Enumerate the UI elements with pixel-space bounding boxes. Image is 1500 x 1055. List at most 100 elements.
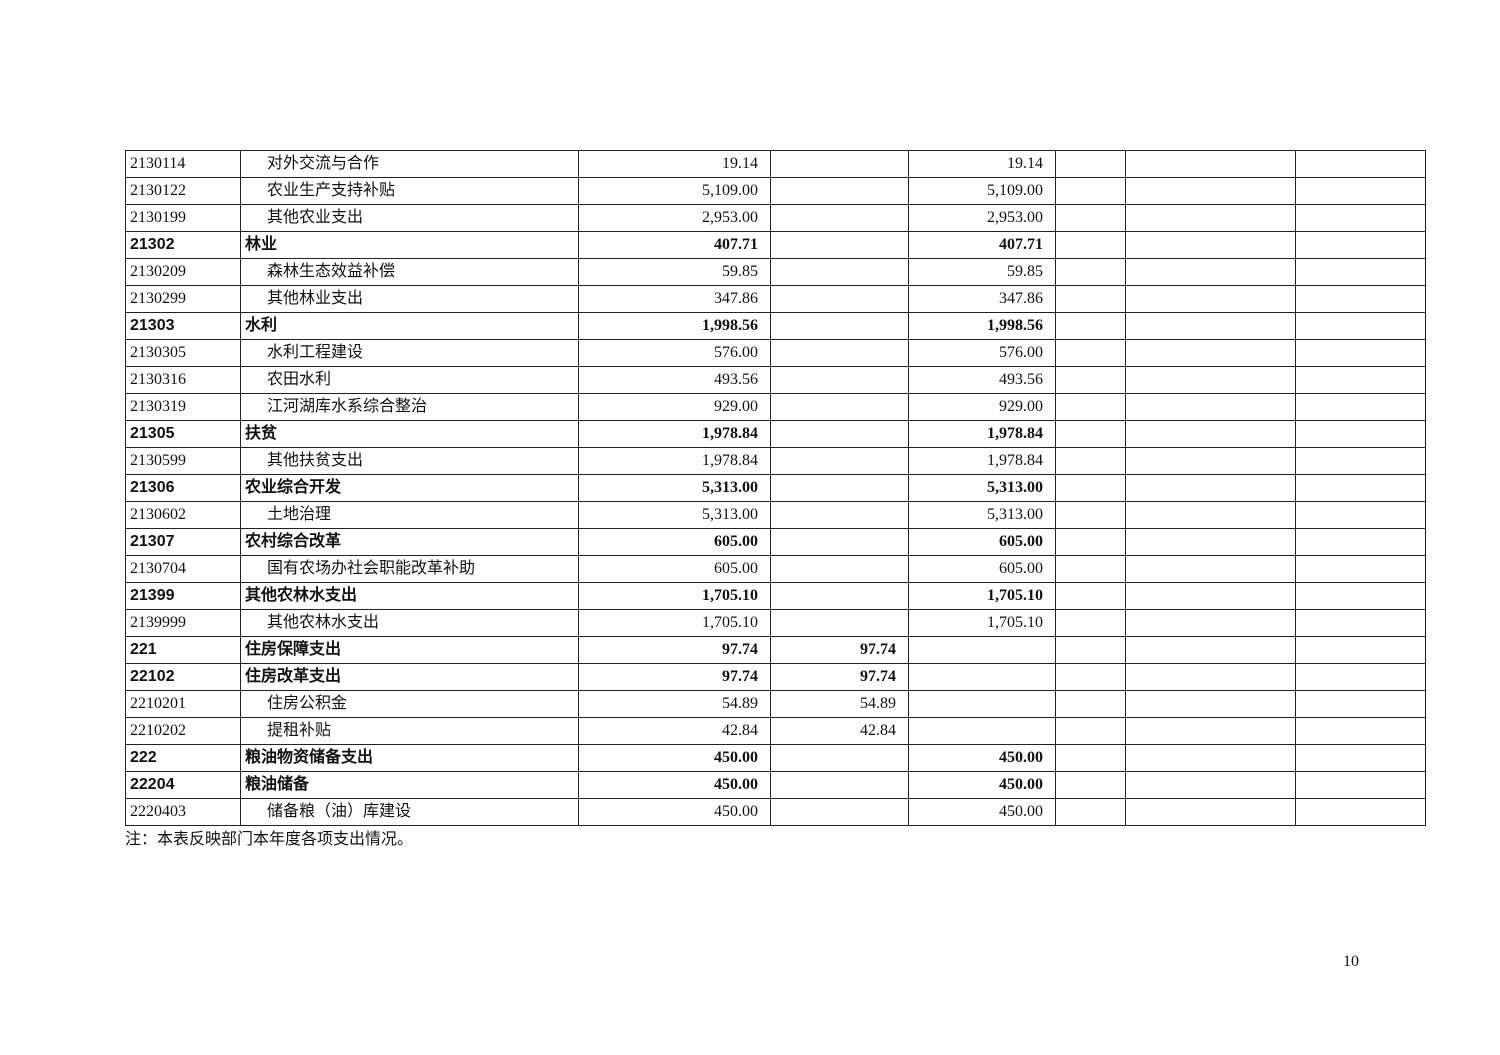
cell-empty [1295, 636, 1426, 664]
code-text: 2130319 [130, 398, 186, 415]
name-text: 扶贫 [245, 425, 278, 442]
cell-name: 水利工程建设 [240, 339, 579, 367]
cell-empty [1125, 150, 1296, 178]
cell-code: 21303 [125, 312, 241, 340]
cell-project: 929.00 [908, 393, 1056, 421]
total-text: 97.74 [722, 668, 758, 685]
cell-total: 97.74 [578, 636, 771, 664]
cell-project: 1,978.84 [908, 420, 1056, 448]
cell-code: 2130199 [125, 204, 241, 232]
cell-total: 493.56 [578, 366, 771, 394]
cell-total: 1,705.10 [578, 609, 771, 637]
total-text: 605.00 [714, 533, 758, 550]
project-text: 576.00 [999, 344, 1043, 361]
cell-name: 对外交流与合作 [240, 150, 579, 178]
cell-total: 1,978.84 [578, 447, 771, 475]
table-row: 2130599 其他扶贫支出 1,978.84 1,978.84 [125, 447, 1426, 475]
cell-name: 农业生产支持补贴 [240, 177, 579, 205]
cell-code: 2130704 [125, 555, 241, 583]
name-text: 水利工程建设 [267, 344, 364, 361]
cell-name: 国有农场办社会职能改革补助 [240, 555, 579, 583]
cell-empty [1295, 339, 1426, 367]
project-text: 347.86 [999, 290, 1043, 307]
code-text: 21306 [130, 479, 175, 496]
table-row: 2130602 土地治理 5,313.00 5,313.00 [125, 501, 1426, 529]
cell-basic: 97.74 [770, 636, 909, 664]
cell-project: 493.56 [908, 366, 1056, 394]
page-number: 10 [1343, 953, 1359, 970]
cell-project: 1,978.84 [908, 447, 1056, 475]
project-text: 5,313.00 [987, 506, 1043, 523]
cell-name: 其他扶贫支出 [240, 447, 579, 475]
code-text: 2130299 [130, 290, 186, 307]
table-row: 2130704 国有农场办社会职能改革补助 605.00 605.00 [125, 555, 1426, 583]
cell-empty [1055, 501, 1126, 529]
cell-basic [770, 204, 909, 232]
cell-basic [770, 609, 909, 637]
code-text: 2130599 [130, 452, 186, 469]
cell-empty [1295, 366, 1426, 394]
cell-code: 2130319 [125, 393, 241, 421]
code-text: 2130209 [130, 263, 186, 280]
cell-empty [1055, 528, 1126, 556]
cell-empty [1125, 744, 1296, 772]
cell-project: 576.00 [908, 339, 1056, 367]
cell-empty [1125, 528, 1296, 556]
cell-total: 59.85 [578, 258, 771, 286]
cell-empty [1125, 663, 1296, 691]
project-text: 1,705.10 [987, 587, 1043, 604]
code-text: 21399 [130, 587, 175, 604]
cell-empty [1055, 798, 1126, 826]
code-text: 21307 [130, 533, 175, 550]
cell-project [908, 636, 1056, 664]
name-text: 农业生产支持补贴 [267, 182, 396, 199]
cell-code: 21399 [125, 582, 241, 610]
cell-code: 2130209 [125, 258, 241, 286]
cell-project: 450.00 [908, 798, 1056, 826]
cell-empty [1125, 555, 1296, 583]
code-text: 222 [130, 749, 157, 766]
cell-total: 929.00 [578, 393, 771, 421]
cell-empty [1295, 231, 1426, 259]
cell-empty [1125, 339, 1296, 367]
cell-basic: 42.84 [770, 717, 909, 745]
cell-empty [1125, 447, 1296, 475]
cell-empty [1125, 501, 1296, 529]
project-text: 2,953.00 [987, 209, 1043, 226]
project-text: 450.00 [999, 803, 1043, 820]
table-row: 22204 粮油储备 450.00 450.00 [125, 771, 1426, 799]
name-text: 土地治理 [267, 506, 332, 523]
cell-basic: 54.89 [770, 690, 909, 718]
cell-empty [1295, 447, 1426, 475]
cell-total: 407.71 [578, 231, 771, 259]
total-text: 42.84 [722, 722, 758, 739]
cell-empty [1055, 177, 1126, 205]
cell-empty [1125, 420, 1296, 448]
total-text: 450.00 [714, 803, 758, 820]
name-text: 其他农林水支出 [245, 587, 358, 604]
cell-project: 347.86 [908, 285, 1056, 313]
cell-total: 450.00 [578, 744, 771, 772]
total-text: 605.00 [714, 560, 758, 577]
cell-code: 21307 [125, 528, 241, 556]
cell-empty [1055, 474, 1126, 502]
cell-total: 605.00 [578, 555, 771, 583]
cell-empty [1055, 393, 1126, 421]
table-row: 2130122 农业生产支持补贴 5,109.00 5,109.00 [125, 177, 1426, 205]
cell-basic [770, 339, 909, 367]
cell-code: 22102 [125, 663, 241, 691]
table-row: 221 住房保障支出 97.74 97.74 [125, 636, 1426, 664]
cell-empty [1295, 312, 1426, 340]
cell-empty [1125, 393, 1296, 421]
total-text: 5,313.00 [702, 506, 758, 523]
cell-empty [1125, 474, 1296, 502]
cell-code: 2210202 [125, 717, 241, 745]
code-text: 22204 [130, 776, 175, 793]
project-text: 19.14 [1007, 155, 1043, 172]
cell-code: 2130602 [125, 501, 241, 529]
cell-total: 1,705.10 [578, 582, 771, 610]
cell-name: 住房保障支出 [240, 636, 579, 664]
name-text: 储备粮（油）库建设 [267, 803, 412, 820]
cell-empty [1055, 231, 1126, 259]
name-text: 粮油储备 [245, 776, 310, 793]
